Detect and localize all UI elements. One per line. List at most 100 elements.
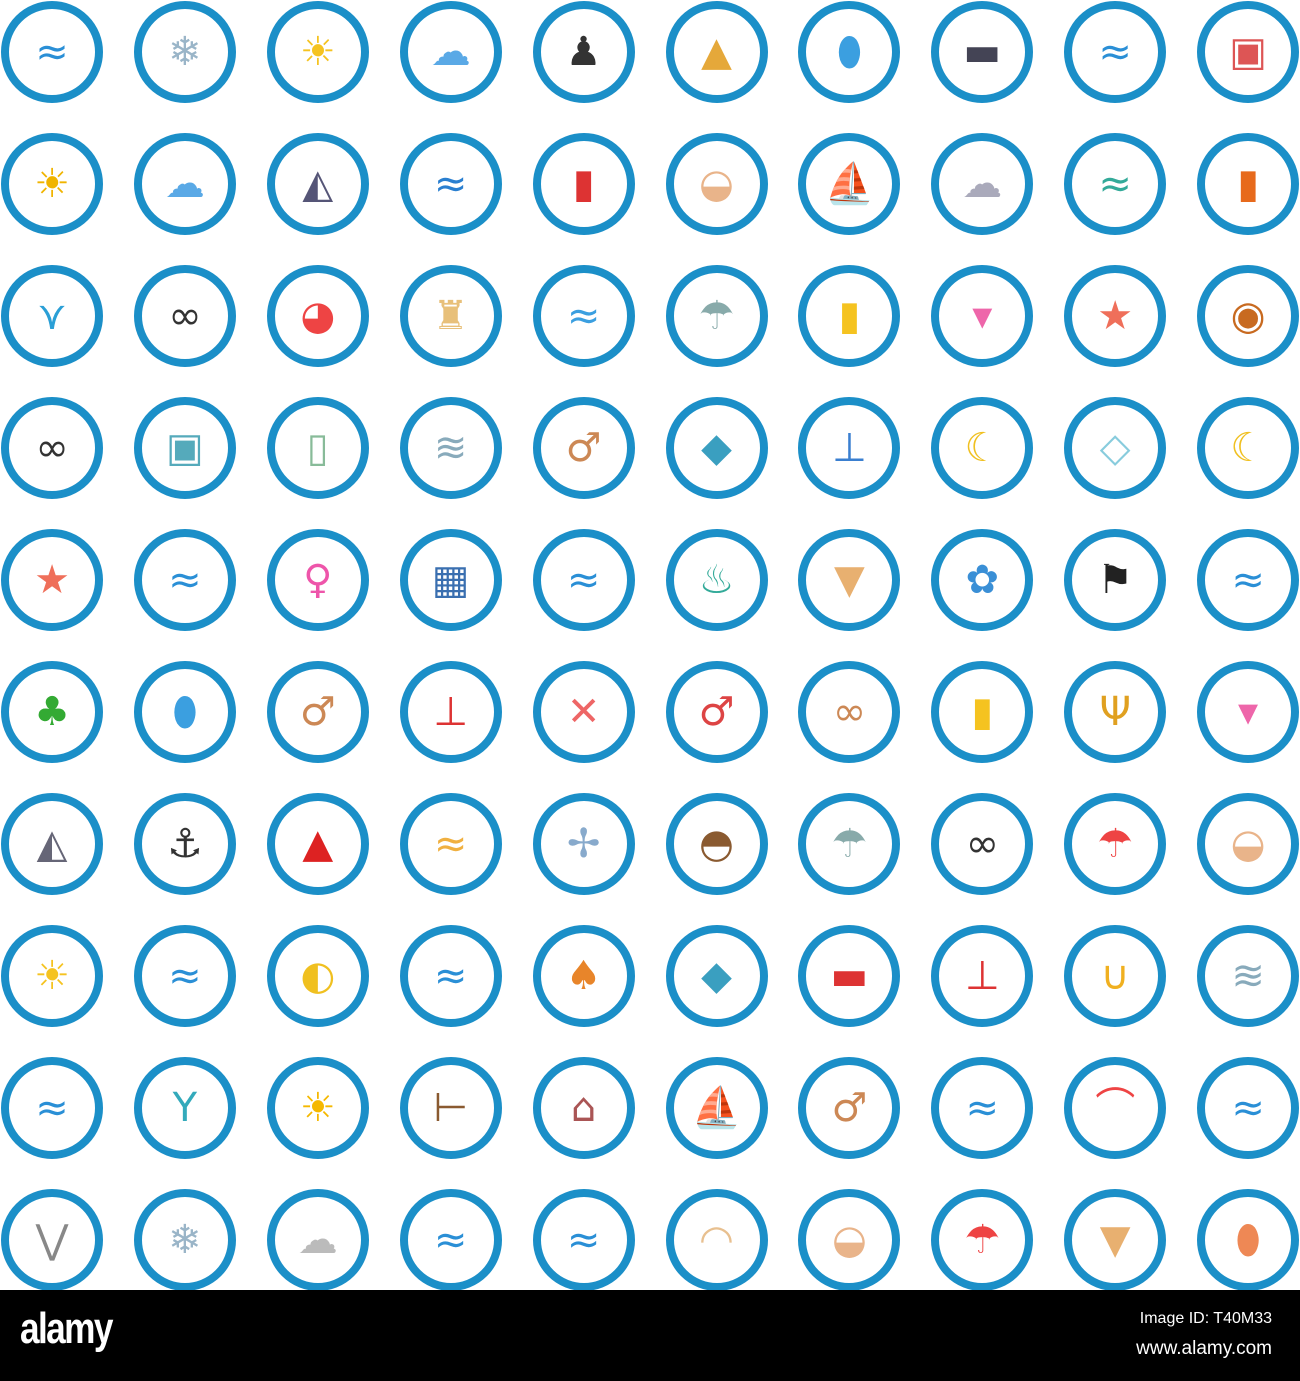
surfboard-wave-icon: ≈ xyxy=(433,821,468,867)
icon-circle-rope-knot: ∞ xyxy=(798,661,901,763)
icon-circle-ice: ◇ xyxy=(1064,397,1167,499)
snow-cloud-icon: ❄ xyxy=(168,29,202,75)
icon-circle-butterfly: ✿ xyxy=(931,529,1034,631)
starfish-icon: ★ xyxy=(34,557,70,603)
icon-grid: ≈ ❄ ☀ ☁ ♟ ▲ ⬮ ▬ ≈ ▣ ☀ ☁ ◭ ≈ ▮ ◒ ⛵ ☁ ≈ ▮ ⋎ ∞ ◕ ♜ ≈ ☂ ▮ ▾ ★ ◉ ∞ ▣ ▯ ≋ ♂ ◆ ⊥ ☾ ◇ ☾… xyxy=(1,1,1300,1291)
icon-circle-surfboard: ⬮ xyxy=(798,1,901,103)
icon-circle-cocktail: Y xyxy=(133,1057,236,1159)
icon-circle-beach-mat: ◆ xyxy=(665,925,768,1027)
icon-circle-starfish: ★ xyxy=(1,529,103,631)
trident-icon: Ψ xyxy=(1099,689,1131,735)
icon-circle-sun: ☀ xyxy=(266,1,369,103)
bikini-icon: ♀ xyxy=(303,557,333,603)
playground-icon: ⌂ xyxy=(570,1085,597,1131)
wave-icon: ≈ xyxy=(168,557,202,603)
sunscreen-icon: ▮ xyxy=(838,293,861,339)
icon-circle-surfer-wave: ≈ xyxy=(1064,133,1167,235)
icon-circle-flippers: ⋎ xyxy=(1,265,103,367)
windsurfer-icon: ⛵ xyxy=(691,1085,742,1131)
snorkel-icon: ∪ xyxy=(1100,953,1130,999)
beach-ball-icon: ◕ xyxy=(300,293,336,339)
submarine-icon: ▬ xyxy=(963,29,1002,75)
shark-icon: ◭ xyxy=(36,821,68,867)
icon-circle-sand-bucket: ▾ xyxy=(1197,661,1300,763)
icon-circle-wave: ≈ xyxy=(133,529,236,631)
icon-circle-seashell: ◒ xyxy=(1197,793,1300,895)
sand-bucket-icon: ▾ xyxy=(1238,689,1259,735)
icon-circle-surfboard: ⬮ xyxy=(133,661,236,763)
site-url: www.alamy.com xyxy=(1136,1338,1272,1359)
icon-circle-rain-cloud: ☂ xyxy=(665,265,768,367)
seashell-icon: ◒ xyxy=(831,1217,867,1263)
icon-circle-wave: ≈ xyxy=(399,1189,502,1291)
icon-circle-beach-ball: ◕ xyxy=(266,265,369,367)
swim-shorts-icon: ▮ xyxy=(572,161,595,207)
icon-circle-rainbow: ⌒ xyxy=(1064,1057,1167,1159)
thermometer-cold-icon: ⊥ xyxy=(831,425,867,471)
ice-icon: ◇ xyxy=(1099,425,1131,471)
fog-cloud-icon: ☁ xyxy=(297,1217,338,1263)
icon-circle-bikini: ♀ xyxy=(266,529,369,631)
icon-circle-moon-stars: ☾ xyxy=(1197,397,1300,499)
alamy-logo: alamy xyxy=(20,1304,113,1353)
icon-circle-ice-cream: ▼ xyxy=(1064,1189,1167,1291)
summer-sun-icon: ☀ xyxy=(299,1085,336,1131)
icon-circle-submarine: ▬ xyxy=(931,1,1034,103)
icon-circle-pirate-flag: ⚑ xyxy=(1064,529,1167,631)
surfboard-icon: ⬮ xyxy=(172,689,198,735)
surf-club-icon: ✕ xyxy=(566,689,601,735)
icon-circle-surf-club: ✕ xyxy=(532,661,635,763)
icon-circle-anchor: ⚓ xyxy=(133,793,236,895)
icon-circle-wave: ≈ xyxy=(1064,1,1167,103)
moon-stars-icon: ☾ xyxy=(1230,425,1267,471)
icon-circle-van: ▬ xyxy=(798,925,901,1027)
life-vest-icon: ▮ xyxy=(1237,161,1260,207)
icon-circle-playground: ⌂ xyxy=(532,1057,635,1159)
wave-cloud-icon: ☁ xyxy=(430,29,471,75)
surfer-man-icon: ♂ xyxy=(698,689,735,735)
icon-circle-wave-cloud: ☁ xyxy=(133,133,236,235)
diving-helmet-icon: ◉ xyxy=(1230,293,1266,339)
icon-circle-shark-fin: ◭ xyxy=(266,133,369,235)
footer-bar: alamy Image ID: T40M33 www.alamy.com xyxy=(0,1290,1300,1381)
icon-circle-seagull: ⋁ xyxy=(1,1189,103,1291)
icon-circle-sunglasses: ∞ xyxy=(133,265,236,367)
pirate-flag-icon: ⚑ xyxy=(1097,557,1134,603)
icon-circle-sunscreen: ▮ xyxy=(798,265,901,367)
sunglasses-icon: ∞ xyxy=(168,293,202,339)
sun-wave-icon: ☀ xyxy=(34,161,70,207)
seagull-icon: ⋁ xyxy=(35,1217,69,1263)
sunscreen-icon: ▮ xyxy=(971,689,994,735)
icon-circle-sunscreen: ▮ xyxy=(931,661,1034,763)
icon-circle-snow-cloud: ❄ xyxy=(133,1,236,103)
sun-icon: ☀ xyxy=(299,29,336,75)
camera-map-icon: ▣ xyxy=(1229,29,1267,75)
moon-cloud-icon: ☾ xyxy=(964,425,1001,471)
diver-icon: ♟ xyxy=(565,29,602,75)
icon-circle-wave: ≈ xyxy=(1197,1057,1300,1159)
icon-circle-fog-cloud: ☁ xyxy=(266,1189,369,1291)
icon-circle-sand-castle: ♜ xyxy=(399,265,502,367)
icon-circle-wave: ≈ xyxy=(532,529,635,631)
wave-icon: ≈ xyxy=(168,953,202,999)
icon-circle-flip-flops: ◐ xyxy=(266,925,369,1027)
icon-circle-storm-cloud: ☁ xyxy=(931,133,1034,235)
image-id: Image ID: T40M33 xyxy=(1139,1310,1272,1327)
wave-icon: ≈ xyxy=(1098,29,1132,75)
coffee-icon: ♨ xyxy=(698,557,735,603)
icon-circle-beach-umbrella: ☂ xyxy=(1064,793,1167,895)
fan-icon: ✢ xyxy=(566,821,601,867)
sand-castle-icon: ♜ xyxy=(432,293,469,339)
icon-circle-ship: ⛵ xyxy=(798,133,901,235)
icon-circle-diving-helmet: ◉ xyxy=(1197,265,1300,367)
icon-circle-wave: ≈ xyxy=(133,925,236,1027)
icon-circle-swim-shorts: ▮ xyxy=(532,133,635,235)
icon-circle-coconut-drink: ◓ xyxy=(665,793,768,895)
icon-circle-wave: ≈ xyxy=(532,1189,635,1291)
icon-circle-buoy: ▲ xyxy=(266,793,369,895)
wave-icon: ≈ xyxy=(1231,1085,1265,1131)
sunglasses-icon: ∞ xyxy=(965,821,999,867)
icon-circle-wave: ≈ xyxy=(1,1,103,103)
icon-circle-sun-hat: ◠ xyxy=(665,1189,768,1291)
icon-circle-sand-bucket: ▾ xyxy=(931,265,1034,367)
